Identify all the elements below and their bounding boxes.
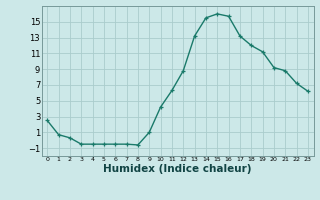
- X-axis label: Humidex (Indice chaleur): Humidex (Indice chaleur): [103, 164, 252, 174]
